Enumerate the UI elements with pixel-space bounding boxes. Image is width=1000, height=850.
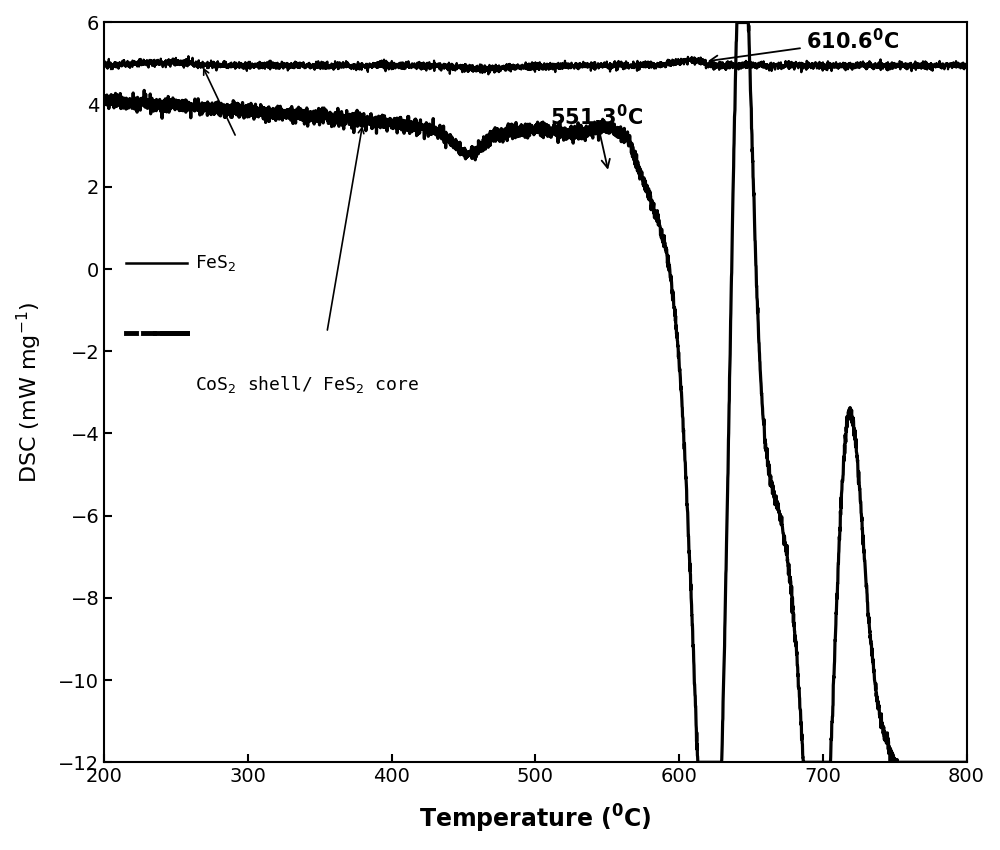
Text: FeS$_2$: FeS$_2$ [195,253,236,273]
X-axis label: Temperature ($\mathbf{^0C}$): Temperature ($\mathbf{^0C}$) [419,802,652,835]
Text: CoS$_2$ shell/ FeS$_2$ core: CoS$_2$ shell/ FeS$_2$ core [195,374,419,394]
Text: 551.3$\mathbf{^0}$C: 551.3$\mathbf{^0}$C [550,105,643,167]
Y-axis label: DSC (mW mg$^{-1}$): DSC (mW mg$^{-1}$) [15,302,44,483]
Text: 610.6$\mathbf{^0}$C: 610.6$\mathbf{^0}$C [710,28,899,64]
